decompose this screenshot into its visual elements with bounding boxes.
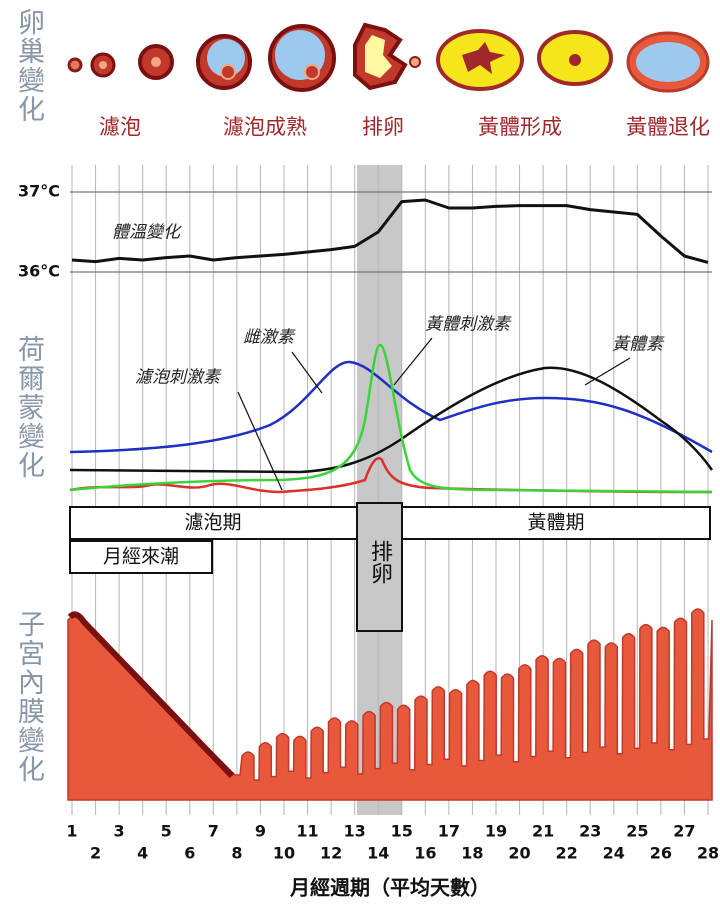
phase-box xyxy=(69,506,358,540)
stage-label: 濾泡 xyxy=(99,115,141,139)
x-tick-label: 10 xyxy=(273,844,295,863)
progesterone-curve xyxy=(69,366,714,474)
endometrium-edge xyxy=(67,611,235,779)
ovulation-box xyxy=(356,502,403,632)
x-tick-label: 28 xyxy=(697,844,719,863)
x-tick-label: 6 xyxy=(184,844,195,863)
section-label: 子宮內膜變化 xyxy=(13,610,44,784)
stage-label: 黃體退化 xyxy=(626,115,710,139)
x-axis-title: 月經週期（平均天數） xyxy=(289,876,490,900)
phase-label: 排卵 xyxy=(367,540,392,584)
curve-label: 黃體素 xyxy=(612,335,665,355)
section-label: 荷爾蒙變化 xyxy=(13,335,44,480)
x-tick-label: 15 xyxy=(391,822,413,841)
phase-box xyxy=(401,506,711,540)
stage-label: 濾泡成熟 xyxy=(223,115,307,139)
estrogen-curve xyxy=(69,360,713,454)
x-tick-label: 2 xyxy=(90,844,101,863)
x-tick-label: 27 xyxy=(673,822,695,841)
x-tick-label: 17 xyxy=(438,822,460,841)
temperature-line xyxy=(71,198,709,264)
y-tick-label: 36°C xyxy=(18,262,60,281)
x-tick-label: 16 xyxy=(414,844,436,863)
x-tick-label: 11 xyxy=(296,822,318,841)
curve-label: 雌激素 xyxy=(243,328,296,348)
x-tick-label: 25 xyxy=(626,822,648,841)
phase-label: 濾泡期 xyxy=(184,512,241,534)
curve-label: 濾泡刺激素 xyxy=(135,368,222,388)
x-tick-label: 7 xyxy=(208,822,219,841)
x-tick-label: 19 xyxy=(485,822,507,841)
x-tick-label: 1 xyxy=(66,822,77,841)
x-tick-label: 13 xyxy=(344,822,366,841)
x-tick-label: 8 xyxy=(231,844,242,863)
ovary-images xyxy=(67,22,710,93)
x-tick-label: 4 xyxy=(137,844,148,863)
x-tick-label: 5 xyxy=(161,822,172,841)
series-label: 體溫變化 xyxy=(112,223,182,243)
x-tick-label: 9 xyxy=(255,822,266,841)
x-tick-label: 23 xyxy=(579,822,601,841)
phase-box xyxy=(69,540,213,574)
x-tick-label: 26 xyxy=(650,844,672,863)
y-tick-label: 37°C xyxy=(18,182,60,201)
x-tick-label: 24 xyxy=(603,844,625,863)
phase-label: 黃體期 xyxy=(527,512,584,534)
pointer-lines xyxy=(237,337,631,491)
endometrium xyxy=(67,608,713,801)
x-tick-label: 14 xyxy=(367,844,389,863)
lh-curve xyxy=(69,343,713,494)
stage-label: 排卵 xyxy=(362,115,404,139)
curve-label: 黃體刺激素 xyxy=(425,315,512,335)
x-tick-label: 3 xyxy=(114,822,125,841)
phase-label: 月經來潮 xyxy=(103,546,179,568)
stage-label: 黃體形成 xyxy=(478,115,562,139)
data-layer: 1234567891011121314151617181920212223242… xyxy=(18,182,719,900)
section-label: 卵巢變化 xyxy=(13,8,44,124)
ovulation-band xyxy=(357,165,402,815)
x-tick-label: 12 xyxy=(320,844,342,863)
x-tick-label: 21 xyxy=(532,822,554,841)
x-tick-label: 20 xyxy=(508,844,530,863)
x-tick-label: 22 xyxy=(556,844,578,863)
x-tick-label: 18 xyxy=(461,844,483,863)
